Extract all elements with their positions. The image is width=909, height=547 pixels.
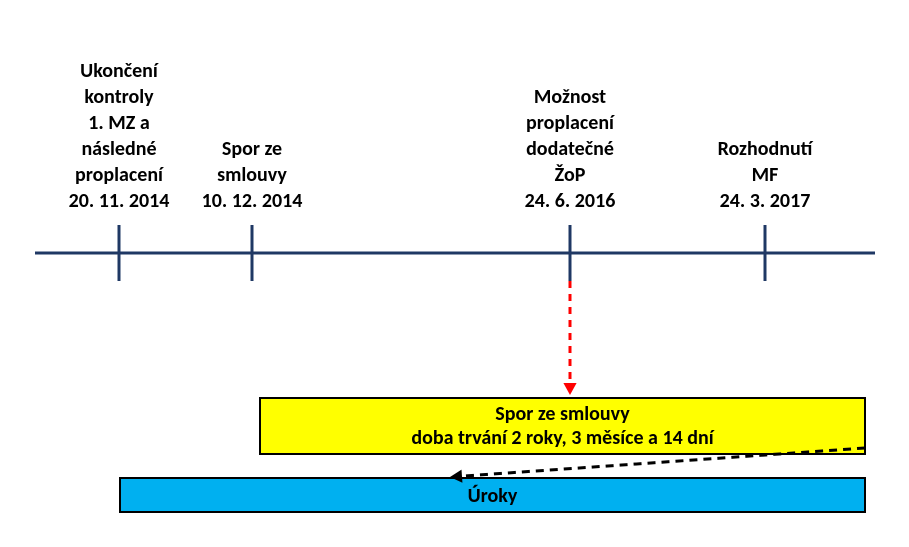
event-label-2-line: Možnost: [534, 85, 606, 109]
event-label-3: RozhodnutíMF24. 3. 2017: [718, 137, 814, 213]
event-label-2-line: proplacení: [526, 111, 615, 135]
event-label-0-line: 1. MZ a: [88, 111, 149, 135]
event-label-2: MožnostproplacenídodatečnéŽoP24. 6. 2016: [525, 85, 616, 213]
yellow-box-text: doba trvání 2 roky, 3 měsíce a 14 dní: [411, 426, 714, 450]
event-label-1-line: 10. 12. 2014: [202, 189, 303, 213]
event-label-1-line: Spor ze: [222, 137, 282, 161]
blue-box-text: Úroky: [468, 484, 518, 508]
yellow-box-text: Spor ze smlouvy: [495, 402, 630, 426]
event-label-0: Ukončeníkontroly1. MZ anáslednéproplacen…: [69, 59, 170, 213]
timeline-diagram: Ukončeníkontroly1. MZ anáslednéproplacen…: [0, 0, 909, 547]
event-label-1: Spor zesmlouvy10. 12. 2014: [202, 137, 303, 213]
event-label-0-line: Ukončení: [80, 59, 159, 83]
event-label-2-line: dodatečné: [526, 137, 614, 161]
event-label-1-line: smlouvy: [217, 163, 287, 187]
event-label-0-line: následné: [81, 137, 156, 161]
event-label-3-line: 24. 3. 2017: [720, 189, 811, 213]
event-label-3-line: MF: [752, 163, 779, 187]
event-label-0-line: kontroly: [84, 85, 154, 109]
red-arrow-head: [563, 383, 576, 395]
event-label-3-line: Rozhodnutí: [718, 137, 814, 161]
event-label-0-line: proplacení: [75, 163, 164, 187]
event-label-2-line: ŽoP: [555, 163, 586, 187]
event-label-0-line: 20. 11. 2014: [69, 189, 170, 213]
event-label-2-line: 24. 6. 2016: [525, 189, 616, 213]
